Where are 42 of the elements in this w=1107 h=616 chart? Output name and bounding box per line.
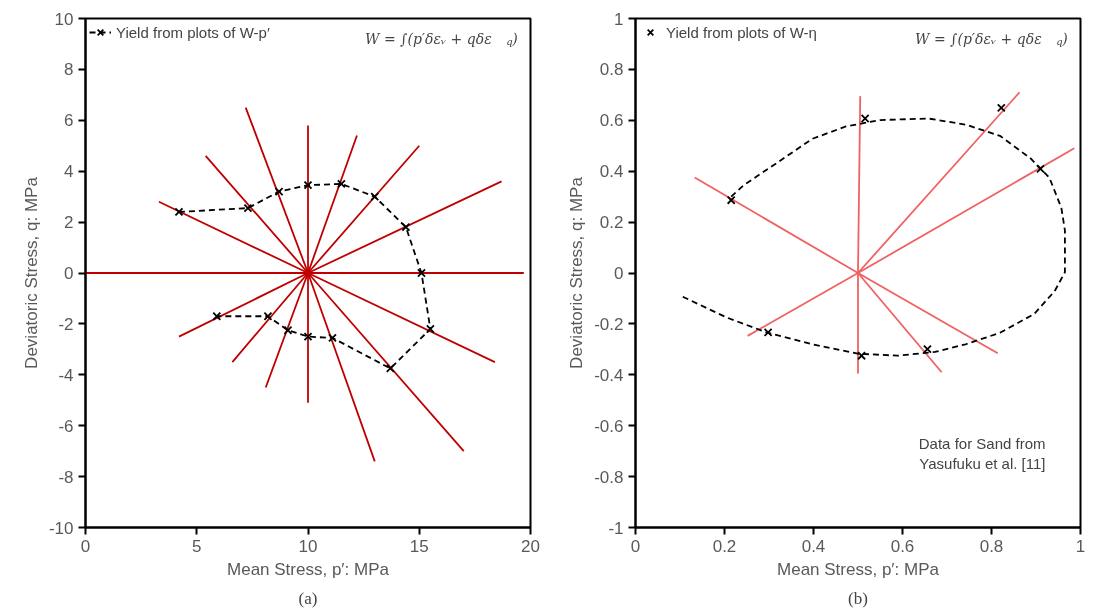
y-tick-label: 2 <box>64 213 74 233</box>
x-tick-label: 15 <box>409 536 429 556</box>
x-tick-label: 10 <box>298 536 318 556</box>
y-tick-label: -0.6 <box>594 416 624 436</box>
x-tick-label: 1 <box>1075 536 1086 556</box>
x-axis-title: Mean Stress, p′: MPa <box>777 559 940 579</box>
y-tick-label: -0.8 <box>594 467 624 487</box>
y-tick-label: 0.2 <box>599 213 624 233</box>
y-tick-label: -8 <box>58 467 74 487</box>
y-axis-title: Deviatoric Stress, q: MPa <box>21 176 41 369</box>
y-tick-label: 8 <box>64 60 74 80</box>
text: (a) <box>298 588 318 608</box>
legend-label: Yield from plots of W-η <box>666 23 817 41</box>
y-tick-label: 4 <box>64 162 74 182</box>
x-tick-label: 0 <box>630 536 641 556</box>
x-tick-label: 5 <box>192 536 202 556</box>
y-tick-label: -4 <box>58 365 74 385</box>
y-tick-label: -2 <box>58 314 74 334</box>
x-tick-label: 0 <box>80 536 91 556</box>
y-tick-label: 10 <box>54 9 74 29</box>
y-tick-label: 1 <box>614 9 624 29</box>
y-tick-label: 0.8 <box>599 60 624 80</box>
y-tick-label: 0 <box>64 264 74 283</box>
y-tick-label: 0.6 <box>599 111 624 131</box>
x-tick-label: 0.4 <box>801 536 826 556</box>
y-tick-label: 0 <box>614 264 624 283</box>
y-tick-label: -6 <box>58 416 74 436</box>
y-tick-label: 6 <box>64 111 74 131</box>
x-axis-title: Mean Stress, p′: MPa <box>227 559 390 579</box>
x-tick-label: 20 <box>521 536 540 556</box>
x-tick-label: 0.2 <box>712 536 737 556</box>
text: (b) <box>848 588 868 608</box>
annotation: Data for Sand from Yasufuku et al. [11] <box>918 435 1046 473</box>
y-tick-label: -1 <box>608 518 624 538</box>
x-tick-label: 0.8 <box>979 536 1004 556</box>
y-tick-label: 0.4 <box>599 162 624 182</box>
y-axis-title: Deviatoric Stress, q: MPa <box>567 176 587 369</box>
x-tick-label: 0.6 <box>890 536 915 556</box>
legend-label: Yield from plots of W-p′ <box>116 23 270 41</box>
y-tick-label: -10 <box>48 518 74 538</box>
y-tick-label: -0.4 <box>594 365 624 385</box>
y-tick-label: -0.2 <box>594 314 624 334</box>
